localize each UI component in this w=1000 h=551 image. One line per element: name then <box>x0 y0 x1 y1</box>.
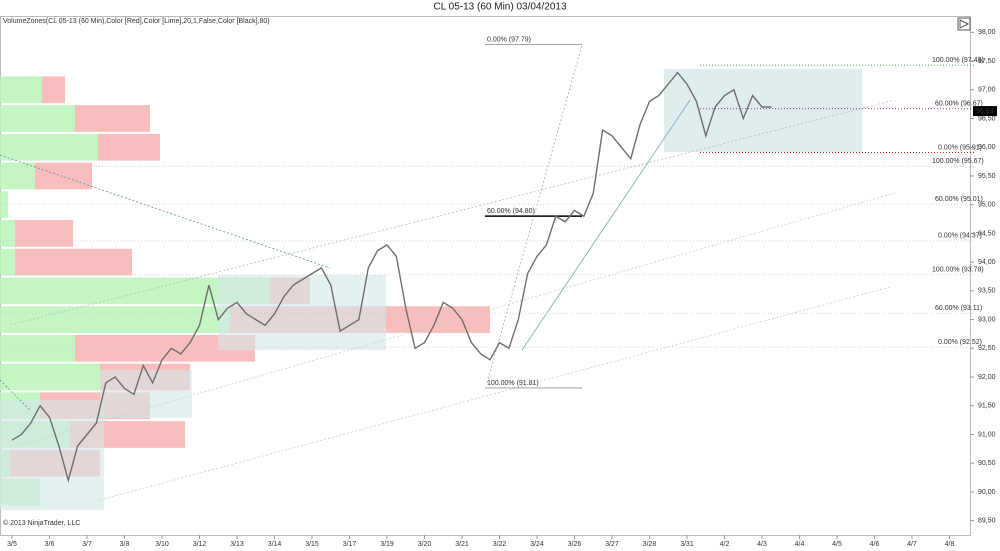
last-price-box <box>973 106 997 117</box>
volume-bar <box>75 105 150 132</box>
trend-line <box>521 99 691 351</box>
chart-title: CL 05-13 (60 Min) 03/04/2013 <box>433 2 566 13</box>
x-tick-label: 3/12 <box>193 541 207 548</box>
plot-frame <box>0 16 971 536</box>
y-tick-label: 93,00 <box>978 316 996 323</box>
x-tick-label: 3/20 <box>418 541 432 548</box>
volume-bar <box>0 105 75 132</box>
y-tick-label: 97,00 <box>978 87 996 94</box>
volume-bar <box>0 162 35 190</box>
x-tick-label: 3/22 <box>493 541 507 548</box>
level-label: 100.00% (95.67) <box>932 158 984 165</box>
volume-bar <box>0 133 98 161</box>
x-tick-label: 4/2 <box>720 541 730 548</box>
x-tick-label: 3/14 <box>268 541 282 548</box>
price-line <box>11 71 772 484</box>
x-tick-label: 3/6 <box>45 541 55 548</box>
y-tick-label: 93,50 <box>978 288 996 295</box>
y-tick-label: 92,50 <box>978 345 996 352</box>
x-tick-label: 3/26 <box>568 541 582 548</box>
y-tick-label: 94,50 <box>978 230 996 237</box>
y-tick-label: 91,00 <box>978 431 996 438</box>
y-tick-label: 90,00 <box>978 489 996 496</box>
level-label: 100.00% (93.78) <box>932 267 984 274</box>
x-tick-label: 3/5 <box>7 541 17 548</box>
x-tick-label: 4/5 <box>832 541 842 548</box>
x-tick-label: 3/10 <box>155 541 169 548</box>
x-tick-label: 4/3 <box>757 541 767 548</box>
level-label: 100.00% (97.43) <box>932 57 984 64</box>
volume-bar <box>15 220 73 247</box>
volume-bar <box>35 162 92 190</box>
level-label: 0.00% (92.52) <box>938 339 982 346</box>
level-label: 0.00% (94.37) <box>938 233 982 240</box>
level-label: 0.00% (97.79) <box>487 36 531 43</box>
x-tick-label: 3/28 <box>643 541 657 548</box>
x-tick-label: 3/27 <box>605 541 619 548</box>
y-tick-label: 97,50 <box>978 58 996 65</box>
level-label: 60.00% (94.80) <box>487 208 535 215</box>
corner-icon[interactable] <box>957 17 971 31</box>
trend-line <box>99 286 891 501</box>
level-label: 0.00% (95.91) <box>938 144 982 151</box>
x-tick-label: 4/8 <box>945 541 955 548</box>
trend-line <box>9 99 896 326</box>
volume-bar <box>42 76 65 104</box>
x-tick-label: 3/7 <box>82 541 92 548</box>
y-tick-label: 95,00 <box>978 202 996 209</box>
trend-line <box>0 379 31 411</box>
level-label: 100.00% (91.81) <box>487 380 539 387</box>
x-tick-label: 4/6 <box>870 541 880 548</box>
icon-glyph <box>959 19 970 29</box>
x-tick-label: 3/24 <box>530 541 544 548</box>
x-tick-label: 3/17 <box>343 541 357 548</box>
y-tick-label: 96,00 <box>978 144 996 151</box>
trend-line <box>486 44 583 384</box>
x-tick-label: 3/19 <box>380 541 394 548</box>
volume-bar <box>15 248 132 276</box>
copyright: © 2013 NinjaTrader, LLC <box>3 519 80 527</box>
volume-bar <box>0 306 230 333</box>
y-tick-label: 96,50 <box>978 115 996 122</box>
volume-bar <box>0 334 75 362</box>
x-tick-label: 3/21 <box>455 541 469 548</box>
level-label: 60.00% (95.01) <box>935 196 983 203</box>
y-tick-label: 95,50 <box>978 173 996 180</box>
trend-lines <box>0 44 896 501</box>
indicator-label: VolumeZones(CL 05-13 (60 Min),Color [Red… <box>3 18 270 25</box>
zones <box>0 69 862 510</box>
level-label: 60.00% (96.67) <box>935 101 983 108</box>
x-tick-label: 4/7 <box>907 541 917 548</box>
x-tick-label: 3/13 <box>230 541 244 548</box>
y-tick-label: 91,50 <box>978 403 996 410</box>
volume-bar <box>0 248 15 276</box>
x-tick-label: 3/8 <box>120 541 130 548</box>
y-tick-label: 90,50 <box>978 460 996 467</box>
y-tick-label: 94,00 <box>978 259 996 266</box>
x-tick-label: 4/4 <box>795 541 805 548</box>
volume-bar <box>98 133 160 161</box>
y-tick-label: 98,00 <box>978 29 996 36</box>
zone-box <box>0 400 104 510</box>
y-tick-label: 92,00 <box>978 374 996 381</box>
level-label: 60.00% (93.11) <box>935 305 982 312</box>
volume-bar <box>0 191 8 219</box>
volume-bar <box>0 363 100 391</box>
y-tick-label: 89,50 <box>978 517 996 524</box>
icon-frame[interactable] <box>957 17 971 31</box>
x-tick-label: 3/31 <box>680 541 694 548</box>
zone-box <box>664 69 862 152</box>
last-price-label: 96,63 <box>976 108 994 115</box>
volume-bar <box>0 220 15 247</box>
x-tick-label: 3/15 <box>305 541 319 548</box>
volume-bar <box>0 76 42 104</box>
